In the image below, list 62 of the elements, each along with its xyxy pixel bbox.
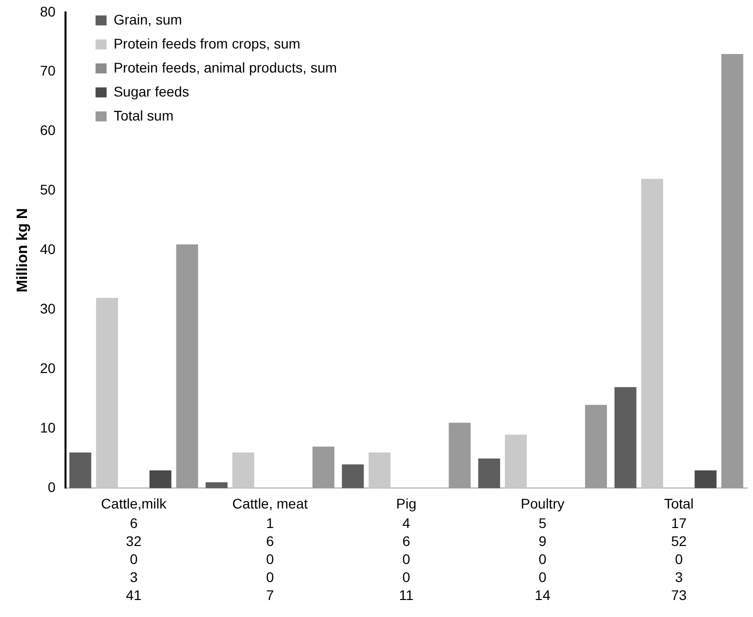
data-label: 0 — [674, 551, 683, 568]
data-label: 6 — [130, 515, 138, 532]
y-tick-label: 20 — [40, 360, 56, 376]
bar — [96, 298, 118, 488]
bar — [342, 464, 364, 488]
data-label: 6 — [402, 533, 410, 550]
y-tick-label: 60 — [40, 122, 56, 138]
bar — [721, 54, 744, 488]
data-label: 9 — [538, 533, 547, 550]
x-tick-label: Total — [664, 495, 694, 512]
y-tick-label: 50 — [40, 182, 56, 198]
x-tick-label: Pig — [396, 495, 416, 512]
bar — [694, 470, 717, 488]
y-tick-label: 10 — [40, 420, 56, 436]
legend-label: Grain, sum — [114, 11, 182, 28]
legend-label: Sugar feeds — [114, 83, 190, 100]
y-axis-title: Million kg N — [14, 208, 32, 292]
data-label: 32 — [126, 533, 142, 550]
data-label: 6 — [266, 533, 274, 550]
bar — [176, 244, 198, 488]
data-label: 52 — [671, 533, 687, 550]
data-label: 7 — [266, 587, 274, 604]
y-tick-label: 40 — [40, 241, 56, 258]
data-label: 14 — [534, 587, 551, 604]
y-tick-label: 70 — [40, 62, 56, 79]
data-label: 0 — [538, 551, 547, 568]
bar — [206, 482, 228, 488]
data-label: 73 — [671, 587, 687, 604]
bar — [504, 434, 527, 488]
data-label: 1 — [266, 515, 274, 532]
data-label: 3 — [130, 569, 138, 586]
x-tick-label: Cattle,milk — [101, 495, 168, 512]
bar — [585, 404, 607, 488]
legend-label: Protein feeds from crops, sum — [114, 35, 300, 52]
data-label: 0 — [266, 569, 274, 586]
data-label: 11 — [399, 587, 414, 604]
data-label: 0 — [538, 569, 547, 586]
bar — [478, 458, 500, 488]
data-label: 0 — [266, 551, 274, 568]
y-tick-label: 30 — [40, 300, 56, 317]
bar — [232, 452, 254, 488]
data-label: 0 — [402, 551, 410, 568]
legend-label: Total sum — [114, 107, 174, 124]
data-label: 0 — [402, 569, 410, 586]
data-label: 17 — [671, 515, 687, 532]
bar — [69, 452, 92, 488]
x-tick-label: Poultry — [520, 495, 564, 512]
x-tick-label: Cattle, meat — [232, 495, 308, 512]
y-tick-label: 0 — [48, 479, 56, 496]
bar — [368, 452, 391, 488]
data-label: 4 — [402, 515, 410, 532]
bar — [614, 387, 636, 488]
data-label: 0 — [130, 551, 138, 568]
y-tick-label: 80 — [40, 3, 56, 20]
data-label: 5 — [538, 515, 547, 532]
bar — [448, 422, 471, 488]
data-label: 3 — [674, 569, 683, 586]
bar — [149, 470, 172, 488]
legend-label: Protein feeds, animal products, sum — [114, 59, 337, 76]
data-label: 41 — [126, 587, 142, 604]
bar — [641, 178, 664, 488]
bar — [312, 446, 334, 488]
